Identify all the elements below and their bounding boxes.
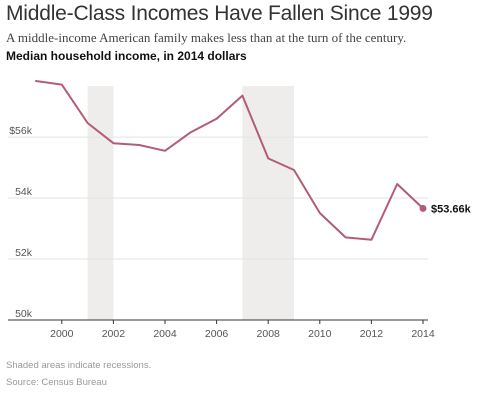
x-tick-label: 2008 (257, 328, 281, 340)
end-point-marker (419, 204, 427, 212)
recession-footnote: Shaded areas indicate recessions. (6, 360, 152, 371)
recession-band-0 (87, 86, 114, 320)
y-tick-label: 52k (15, 247, 33, 259)
source-note: Source: Census Bureau (6, 377, 107, 388)
x-tick-label: 2004 (153, 328, 177, 340)
gridlines (8, 136, 428, 260)
chart-title: Middle-Class Incomes Have Fallen Since 1… (6, 2, 433, 25)
chart-label: Median household income, in 2014 dollars (6, 49, 247, 63)
y-tick-label: $56k (9, 125, 33, 137)
x-tick-label: 2014 (411, 328, 435, 340)
y-tick-label: 54k (15, 186, 33, 198)
recession-band-1 (242, 86, 294, 320)
x-tick-label: 2010 (308, 328, 332, 340)
y-tick-label: 50k (15, 308, 33, 320)
x-tick-label: 2012 (360, 328, 384, 340)
y-axis: 50k 52k 54k $56k (9, 125, 33, 320)
end-point: $53.66k (419, 203, 472, 215)
x-axis: 2000 2002 2004 2006 2008 2010 2012 2014 (8, 319, 435, 340)
x-tick-label: 2002 (102, 328, 126, 340)
x-tick-label: 2000 (50, 328, 74, 340)
chart-subtitle: A middle-income American family makes le… (6, 30, 407, 45)
income-line (35, 80, 424, 241)
x-tick-label: 2006 (205, 328, 229, 340)
series-line (35, 80, 424, 241)
end-value-label: $53.66k (431, 203, 472, 215)
recession-shading (87, 86, 294, 320)
